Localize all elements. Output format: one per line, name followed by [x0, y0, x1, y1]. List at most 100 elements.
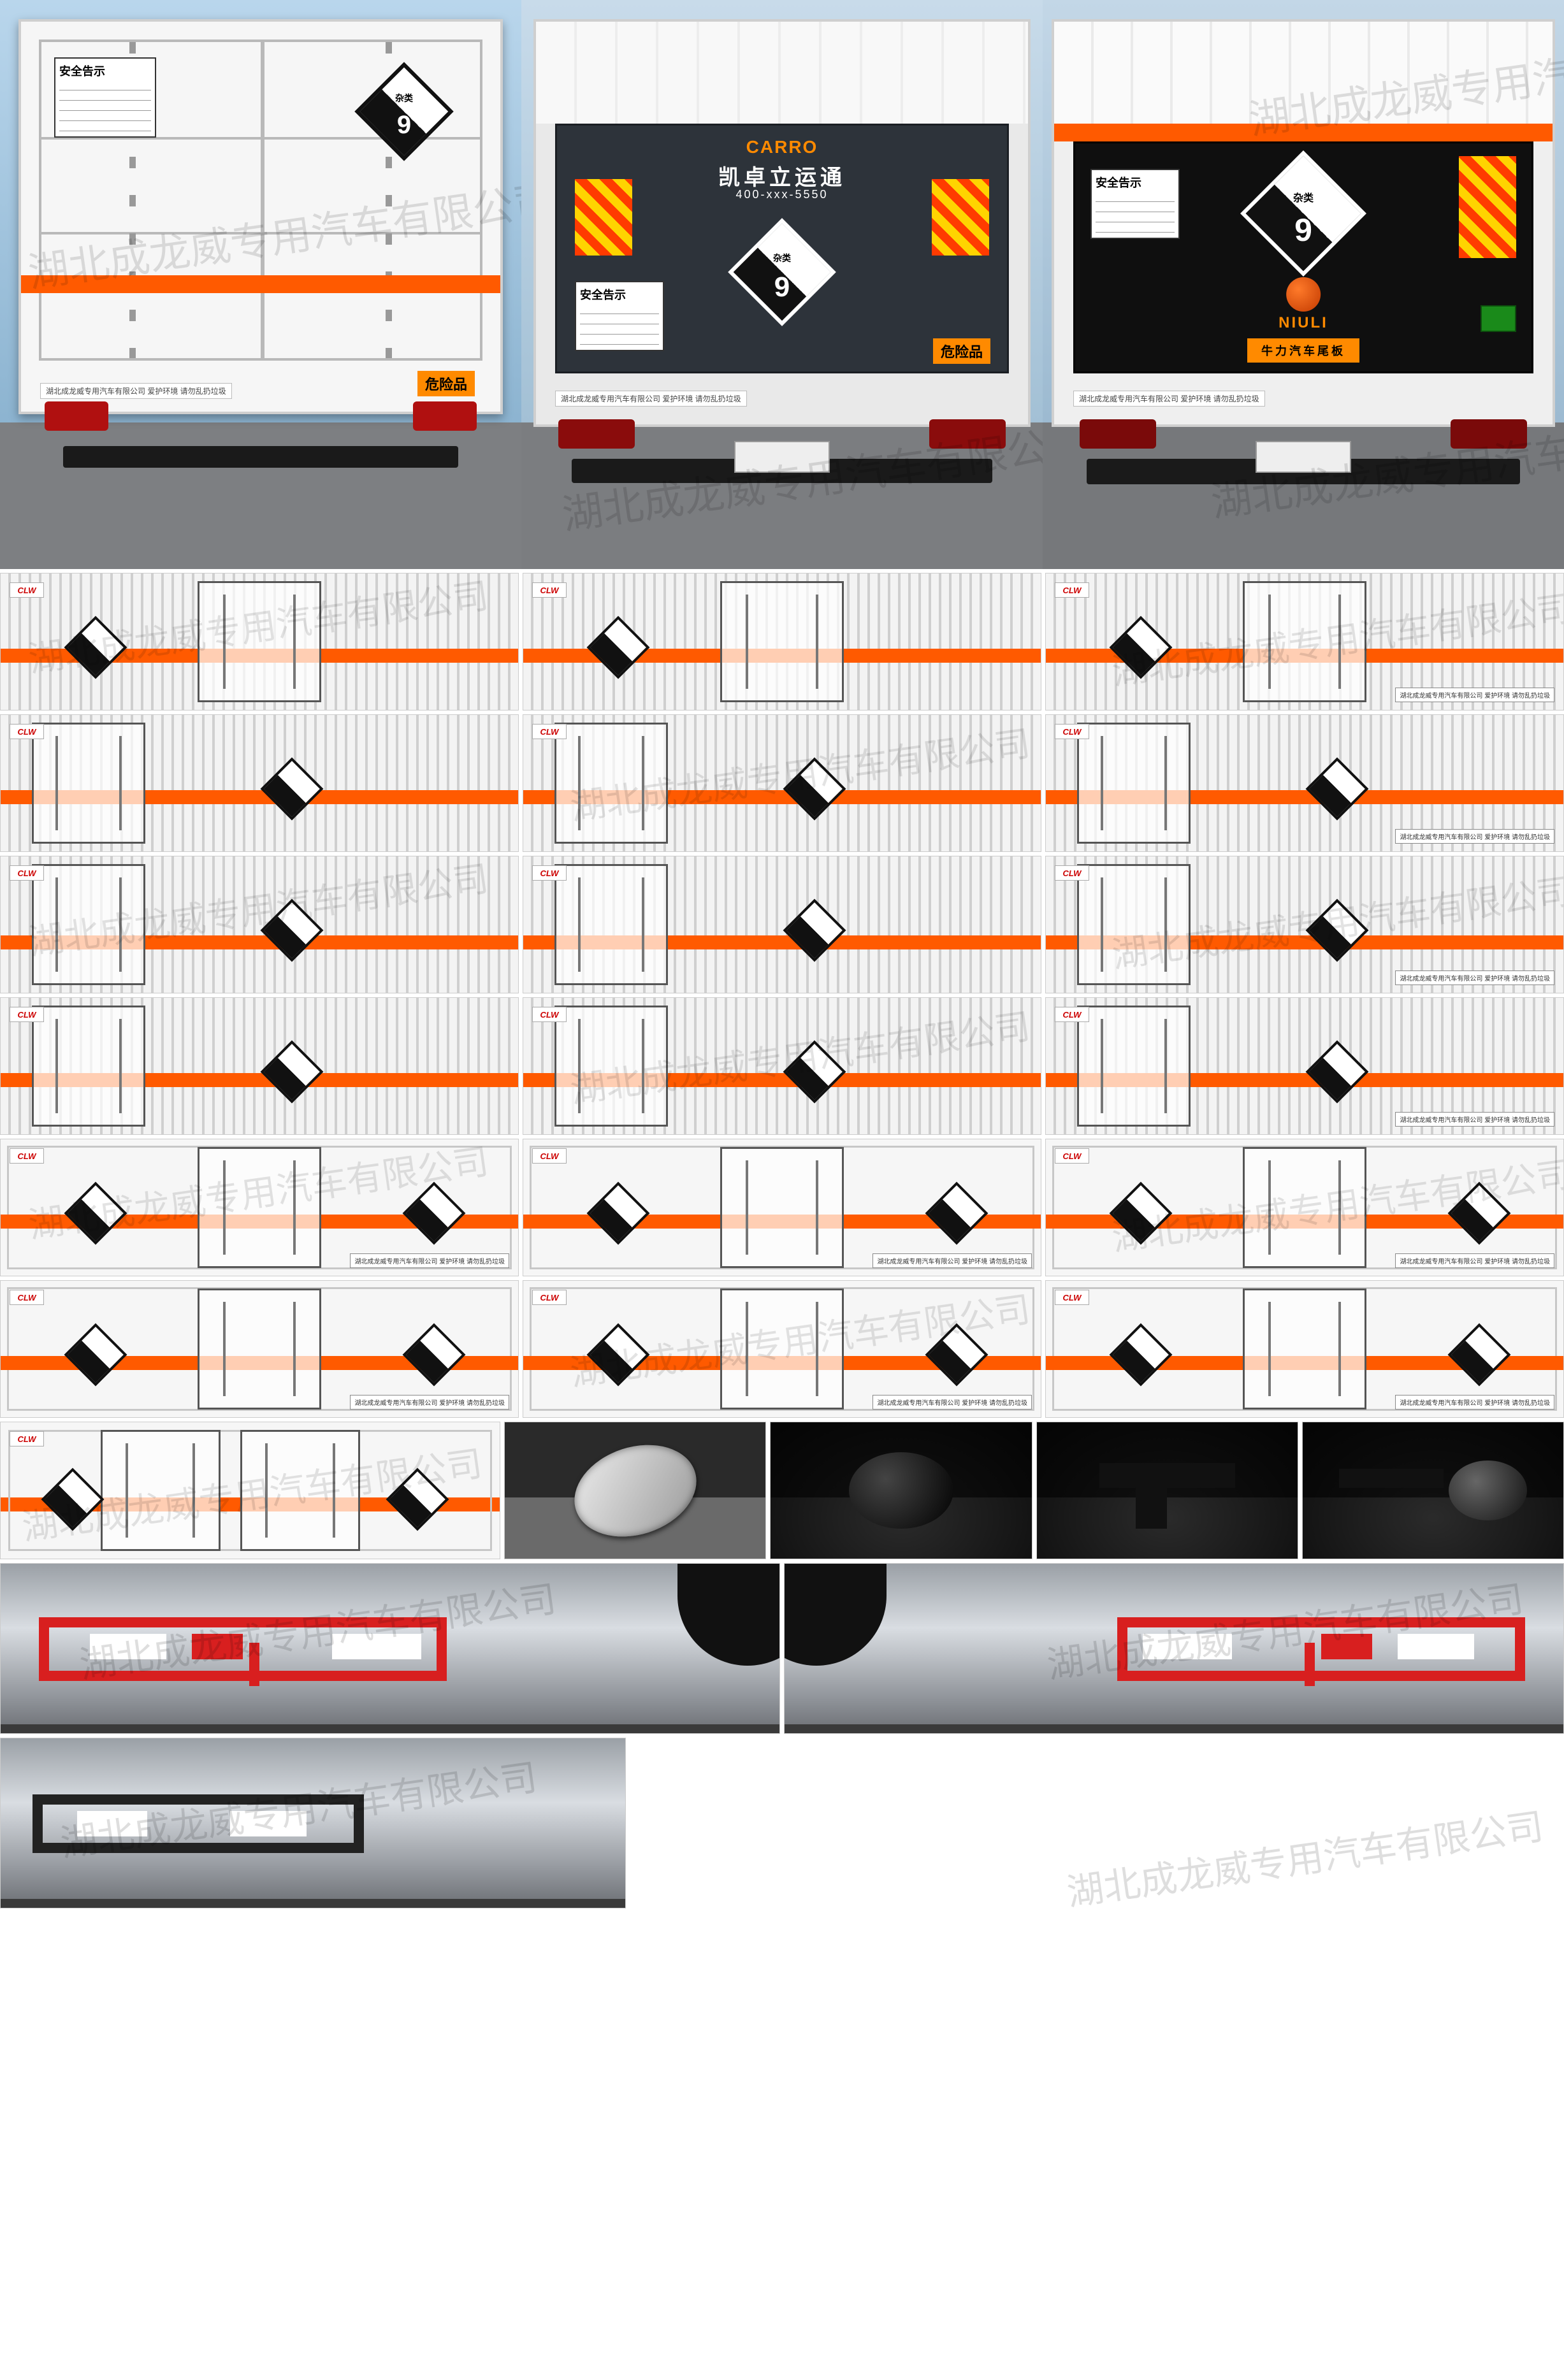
- panel-row: CLW湖北成龙威专用汽车有限公司CLWCLW湖北成龙威专用汽车有限公司 爱护环境…: [0, 856, 1564, 993]
- truck-rear-row: 杂类 9 安全告示 危险品 湖北成龙威专用汽车有限公司 爱护环境 请勿乱扔垃圾 …: [0, 0, 1564, 569]
- side-door: [101, 1430, 221, 1551]
- cargo-box: CARRO 凯卓立运通 400-xxx-5550 杂类 9 安全告示: [533, 19, 1031, 427]
- watermark: 湖北成龙威专用汽车有限公司: [1063, 1796, 1546, 1916]
- hazmat-diamond-icon: [261, 758, 324, 821]
- brand-badge: CLW: [10, 1290, 44, 1305]
- panel-row: CLW湖北成龙威专用汽车有限公司 爱护环境 请勿乱扔垃圾CLW湖北成龙威专用汽车…: [0, 1280, 1564, 1418]
- side-door: [1243, 1288, 1367, 1410]
- side-panel: CLW: [523, 573, 1041, 710]
- side-door: [32, 1006, 146, 1127]
- side-panel: CLW 湖北成龙威专用汽车有限公司 爱护环境 请勿乱扔垃圾: [1045, 1280, 1564, 1418]
- tailgate-brand: NIULI: [1278, 314, 1328, 332]
- footer-notice: 湖北成龙威专用汽车有限公司 爱护环境 请勿乱扔垃圾: [1395, 1112, 1554, 1127]
- side-door: [720, 581, 844, 702]
- taillight-right: [929, 419, 1006, 449]
- side-panel: CLW湖北成龙威专用汽车有限公司 爱护环境 请勿乱扔垃圾湖北成龙威专用汽车有限公…: [0, 1139, 519, 1276]
- hazmat-class-text: 杂类: [373, 92, 435, 105]
- detail-muffler: [504, 1422, 766, 1559]
- footer-notice: 湖北成龙威专用汽车有限公司 爱护环境 请勿乱扔垃圾: [350, 1253, 509, 1268]
- brand-badge: CLW: [1055, 1290, 1089, 1305]
- side-panel: CLW湖北成龙威专用汽车有限公司 爱护环境 请勿乱扔垃圾湖北成龙威专用汽车有限公…: [1045, 1139, 1564, 1276]
- underride-guard-red: 湖北成龙威专用汽车有限公司: [784, 1563, 1564, 1734]
- side-door: [1077, 723, 1191, 844]
- footer-notice: 湖北成龙威专用汽车有限公司 爱护环境 请勿乱扔垃圾: [350, 1395, 509, 1410]
- hazmat-diamond-icon: 杂类 9: [1240, 150, 1366, 277]
- guard-row-2: 湖北成龙威专用汽车有限公司 湖北成龙威专用汽车有限公司: [0, 1738, 1564, 1908]
- footer-notice: 湖北成龙威专用汽车有限公司 爱护环境 请勿乱扔垃圾: [873, 1395, 1032, 1410]
- brand-badge: CLW: [1055, 724, 1089, 739]
- license-plate: [1256, 441, 1351, 473]
- hazmat-diamond-icon: [64, 616, 127, 679]
- danger-label: 危险品: [417, 371, 475, 396]
- safety-sign: 安全告示: [54, 57, 156, 138]
- footer-notice: 湖北成龙威专用汽车有限公司 爱护环境 请勿乱扔垃圾: [1073, 391, 1265, 407]
- hazmat-class-number: 9: [1263, 217, 1344, 243]
- brand-badge: CLW: [1055, 865, 1089, 881]
- orange-stripe: [21, 275, 500, 293]
- footer-notice: 湖北成龙威专用汽车有限公司 爱护环境 请勿乱扔垃圾: [1395, 1253, 1554, 1268]
- bull-logo-icon: [1286, 277, 1321, 312]
- brand-badge: CLW: [10, 865, 44, 881]
- safety-sign-title: 安全告示: [580, 286, 659, 303]
- hazmat-diamond-icon: [261, 899, 324, 962]
- danger-label: 危险品: [933, 338, 990, 364]
- side-panel: CLW湖北成龙威专用汽车有限公司 爱护环境 请勿乱扔垃圾: [523, 1139, 1041, 1276]
- tailgate: 杂类 9 安全告示 NIULI 牛力汽车尾板: [1073, 141, 1533, 373]
- side-door: [198, 581, 322, 702]
- hazmat-class-number: 9: [748, 276, 816, 298]
- license-plate: [734, 441, 830, 473]
- side-door: [1077, 864, 1191, 985]
- side-panel: CLW: [523, 856, 1041, 993]
- side-panel: CLW 湖北成龙威专用汽车有限公司 爱护环境 请勿乱扔垃圾: [1045, 997, 1564, 1135]
- side-panel: CLW: [0, 997, 519, 1135]
- side-panel: CLW湖北成龙威专用汽车有限公司 爱护环境 请勿乱扔垃圾湖北成龙威专用汽车有限公…: [1045, 856, 1564, 993]
- side-door: [720, 1147, 844, 1268]
- panel-row: CLW湖北成龙威专用汽车有限公司 爱护环境 请勿乱扔垃圾湖北成龙威专用汽车有限公…: [0, 1139, 1564, 1276]
- panel-row: CLWCLW湖北成龙威专用汽车有限公司CLW湖北成龙威专用汽车有限公司 爱护环境…: [0, 714, 1564, 852]
- brand-badge: CLW: [532, 582, 567, 598]
- reflector-right: [932, 179, 989, 256]
- side-panel: CLW湖北成龙威专用汽车有限公司 爱护环境 请勿乱扔垃圾湖北成龙威专用汽车有限公…: [1045, 573, 1564, 710]
- page-root: 杂类 9 安全告示 危险品 湖北成龙威专用汽车有限公司 爱护环境 请勿乱扔垃圾 …: [0, 0, 1564, 1908]
- hazmat-diamond-icon: [586, 616, 649, 679]
- reflector-left: [575, 179, 632, 256]
- hazmat-diamond-icon: [1109, 616, 1172, 679]
- wheel-icon: [784, 1563, 887, 1666]
- detail-bracket: [1036, 1422, 1298, 1559]
- taillight-right: [1451, 419, 1527, 449]
- side-panel: CLW湖北成龙威专用汽车有限公司: [523, 997, 1041, 1135]
- taillight-left: [1080, 419, 1156, 449]
- panel-row: CLWCLW湖北成龙威专用汽车有限公司CLW湖北成龙威专用汽车有限公司 爱护环境…: [0, 997, 1564, 1135]
- brand-badge: CLW: [1055, 1007, 1089, 1022]
- hazmat-diamond-icon: [1306, 1041, 1369, 1104]
- underride-guard-black: 湖北成龙威专用汽车有限公司: [0, 1738, 626, 1908]
- brand-badge: CLW: [10, 724, 44, 739]
- hazmat-diamond-icon: 杂类 9: [728, 218, 836, 326]
- side-panel: CLW湖北成龙威专用汽车有限公司 爱护环境 请勿乱扔垃圾湖北成龙威专用汽车有限公…: [523, 1280, 1041, 1418]
- blank-space: 湖北成龙威专用汽车有限公司: [630, 1738, 1564, 1908]
- hazmat-class-number: 9: [373, 115, 435, 135]
- brand-badge: CLW: [10, 1431, 44, 1446]
- footer-notice: 湖北成龙威专用汽车有限公司 爱护环境 请勿乱扔垃圾: [1395, 1395, 1554, 1410]
- side-door: [32, 864, 146, 985]
- footer-notice: 湖北成龙威专用汽车有限公司 爱护环境 请勿乱扔垃圾: [1395, 829, 1554, 844]
- side-panel-grid: CLW湖北成龙威专用汽车有限公司CLWCLW湖北成龙威专用汽车有限公司 爱护环境…: [0, 573, 1564, 1418]
- tailgate-company: 凯卓立运通: [718, 160, 846, 191]
- hazmat-class-text: 杂类: [748, 252, 816, 264]
- truck-rear-3: 杂类 9 安全告示 NIULI 牛力汽车尾板: [1043, 0, 1564, 569]
- ground: [0, 422, 521, 569]
- cargo-box: 杂类 9 安全告示 NIULI 牛力汽车尾板: [1052, 19, 1555, 427]
- safety-sign: 安全告示: [1090, 169, 1180, 239]
- footer-notice: 湖北成龙威专用汽车有限公司 爱护环境 请勿乱扔垃圾: [40, 383, 232, 399]
- hazmat-diamond-icon: [783, 1041, 846, 1104]
- detail-tank: [1302, 1422, 1564, 1559]
- brand-badge: CLW: [532, 724, 567, 739]
- detail-axle: [770, 1422, 1032, 1559]
- side-door: [240, 1430, 360, 1551]
- cargo-box: 杂类 9 安全告示 危险品 湖北成龙威专用汽车有限公司 爱护环境 请勿乱扔垃圾: [18, 19, 503, 414]
- hazmat-diamond-icon: [1306, 758, 1369, 821]
- side-door: [554, 1006, 669, 1127]
- footer-notice: 湖北成龙威专用汽车有限公司 爱护环境 请勿乱扔垃圾: [873, 1253, 1032, 1268]
- side-panel: CLW 湖北成龙威专用汽车有限公司 爱护环境 请勿乱扔垃圾: [1045, 714, 1564, 852]
- footer-notice: 湖北成龙威专用汽车有限公司 爱护环境 请勿乱扔垃圾: [555, 391, 747, 407]
